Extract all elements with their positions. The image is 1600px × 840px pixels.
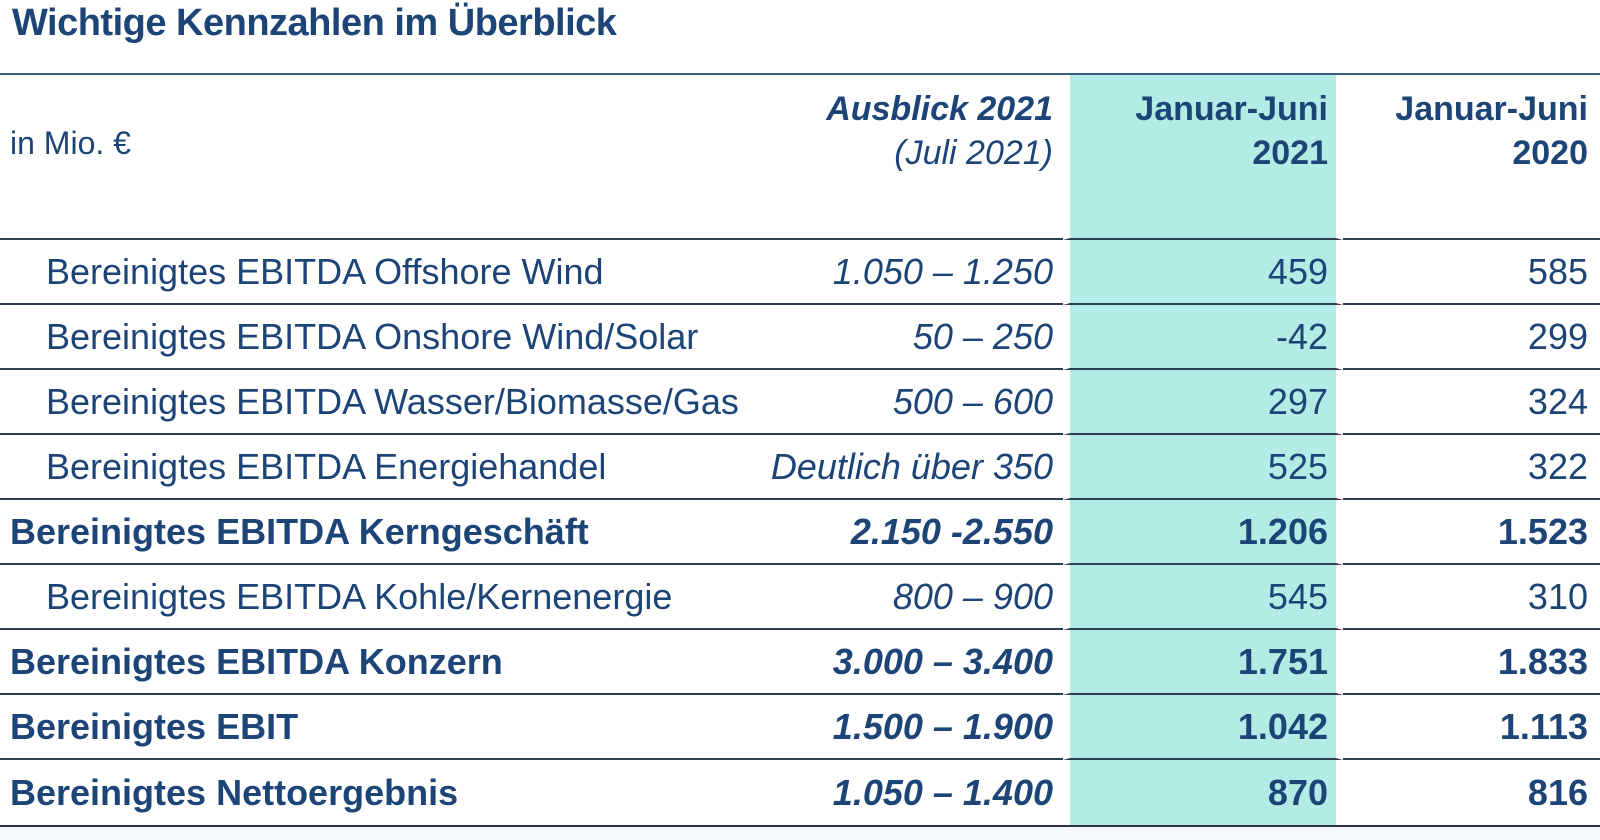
- cell-jan-jun-2021: 525: [1063, 435, 1343, 500]
- cell-outlook-2021: 1.050 – 1.250: [755, 240, 1063, 305]
- cell-outlook-2021: 3.000 – 3.400: [755, 630, 1063, 695]
- table-header-row: in Mio. € Ausblick 2021 (Juli 2021) Janu…: [0, 75, 1600, 240]
- table-row: Bereinigtes EBITDA Onshore Wind/Solar 50…: [0, 305, 1600, 370]
- table-row: Bereinigtes EBITDA Konzern 3.000 – 3.400…: [0, 630, 1600, 695]
- cell-jan-jun-2020: 324: [1343, 370, 1600, 435]
- cell-outlook-2021: 1.050 – 1.400: [832, 771, 1053, 813]
- unit-label: in Mio. €: [0, 75, 755, 240]
- table-bottom-line: [0, 825, 1600, 827]
- column-header-2021-line2: 2021: [1252, 134, 1328, 172]
- column-header-jan-jun-2021: Januar-Juni 2021: [1063, 75, 1343, 240]
- row-label: Bereinigtes EBITDA Wasser/Biomasse/Gas: [0, 370, 755, 435]
- column-header-outlook-line2: (Juli 2021): [894, 134, 1053, 172]
- cell-jan-jun-2020: 1.113: [1343, 695, 1600, 760]
- column-header-jan-jun-2020: Januar-Juni 2020: [1343, 75, 1600, 240]
- cell-jan-jun-2020: 816: [1527, 771, 1588, 813]
- row-label: Bereinigtes EBITDA Konzern: [0, 630, 755, 695]
- cell-jan-jun-2021: 1.042: [1063, 695, 1343, 760]
- cell-jan-jun-2020: 310: [1343, 565, 1600, 630]
- row-label: Bereinigtes Nettoergebnis: [10, 771, 459, 813]
- table-row: Bereinigtes EBIT 1.500 – 1.900 1.042 1.1…: [0, 695, 1600, 760]
- table-row: Bereinigtes EBITDA Kohle/Kernenergie 800…: [0, 565, 1600, 630]
- column-header-outlook-line1: Ausblick 2021: [826, 90, 1053, 128]
- cell-jan-jun-2020: 1.833: [1343, 630, 1600, 695]
- cell-jan-jun-2020: 585: [1343, 240, 1600, 305]
- cell-outlook-2021: 500 – 600: [755, 370, 1063, 435]
- column-header-2021-line1: Januar-Juni: [1135, 90, 1328, 128]
- column-header-outlook-2021: Ausblick 2021 (Juli 2021): [755, 75, 1063, 240]
- table-body: Bereinigtes EBITDA Offshore Wind 1.050 –…: [0, 240, 1600, 825]
- title-divider-line: [0, 73, 1600, 75]
- cell-outlook-2021: 50 – 250: [755, 305, 1063, 370]
- bottom-strip: [0, 827, 1600, 840]
- cell-jan-jun-2021: 1.751: [1063, 630, 1343, 695]
- table-row: Bereinigtes EBITDA Kerngeschäft 2.150 -2…: [0, 500, 1600, 565]
- cell-jan-jun-2021: 1.206: [1063, 500, 1343, 565]
- table-row: Bereinigtes EBITDA Offshore Wind 1.050 –…: [0, 240, 1600, 305]
- table-row: Bereinigtes EBITDA Wasser/Biomasse/Gas 5…: [0, 370, 1600, 435]
- row-label: Bereinigtes EBITDA Offshore Wind: [0, 240, 755, 305]
- cell-outlook-2021: 2.150 -2.550: [755, 500, 1063, 565]
- table-row: Bereinigtes EBITDA Energiehandel Deutlic…: [0, 435, 1600, 500]
- table-row: Bereinigtes Nettoergebnis 1.050 – 1.400 …: [0, 760, 1600, 825]
- column-header-2020-line2: 2020: [1512, 134, 1588, 172]
- cell-jan-jun-2021: -42: [1063, 305, 1343, 370]
- cell-jan-jun-2021: 297: [1063, 370, 1343, 435]
- row-label: Bereinigtes EBITDA Kerngeschäft: [0, 500, 755, 565]
- cell-jan-jun-2021: 545: [1063, 565, 1343, 630]
- cell-jan-jun-2021: 870: [1063, 760, 1343, 825]
- cell-jan-jun-2021: 459: [1063, 240, 1343, 305]
- cell-outlook-2021: 800 – 900: [755, 565, 1063, 630]
- row-label: Bereinigtes EBITDA Onshore Wind/Solar: [0, 305, 755, 370]
- cell-jan-jun-2020: 322: [1343, 435, 1600, 500]
- row-label: Bereinigtes EBITDA Energiehandel: [0, 435, 755, 500]
- cell-jan-jun-2020: 1.523: [1343, 500, 1600, 565]
- column-header-2020-line1: Januar-Juni: [1395, 90, 1588, 128]
- row-label: Bereinigtes EBITDA Kohle/Kernenergie: [0, 565, 755, 630]
- cell-jan-jun-2020: 299: [1343, 305, 1600, 370]
- cell-outlook-2021: 1.500 – 1.900: [755, 695, 1063, 760]
- cell-outlook-2021: Deutlich über 350: [755, 435, 1063, 500]
- row-label: Bereinigtes EBIT: [0, 695, 755, 760]
- page-title: Wichtige Kennzahlen im Überblick: [12, 2, 617, 44]
